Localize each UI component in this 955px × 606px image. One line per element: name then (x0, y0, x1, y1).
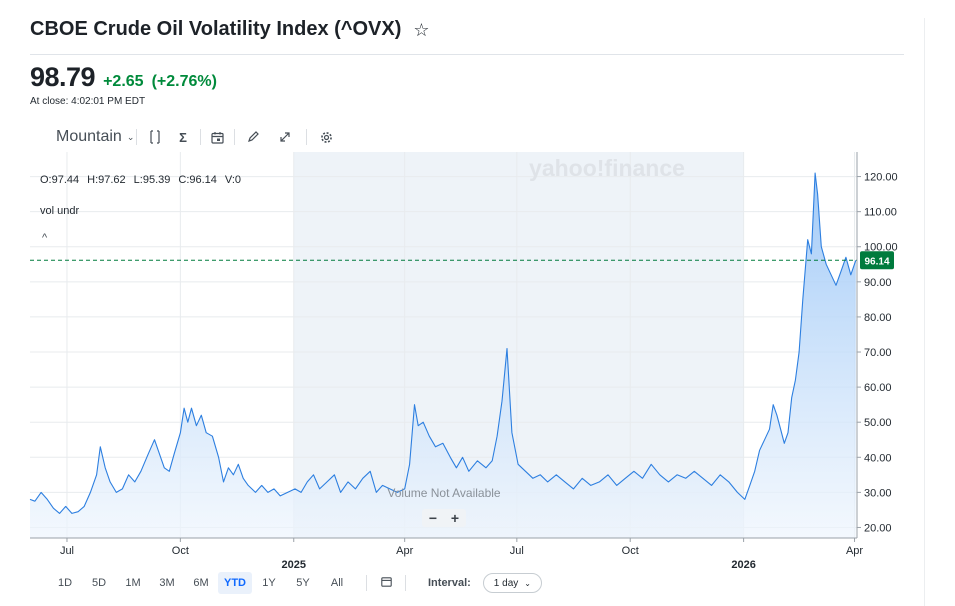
header: CBOE Crude Oil Volatility Index (^OVX) ☆ (30, 18, 430, 41)
zoom-controls: − + (422, 509, 466, 527)
ohlc-close: C:96.14 (178, 174, 217, 186)
y-tick-label: 30.00 (864, 487, 892, 499)
interval-value: 1 day (493, 577, 519, 589)
indicator-label[interactable]: vol undr (40, 205, 80, 217)
range-3m[interactable]: 3M (159, 577, 175, 589)
range-5y[interactable]: 5Y (296, 577, 310, 589)
toolbar-separator (136, 129, 137, 145)
current-price-label: 96.14 (864, 256, 889, 267)
volume-note: Volume Not Available (387, 486, 501, 500)
range-separator (366, 575, 367, 591)
x-tick-label: Apr (846, 545, 863, 557)
x-tick-label: Jul (510, 545, 524, 557)
range-5d[interactable]: 5D (91, 577, 107, 589)
zoom-out-button[interactable]: − (428, 510, 438, 526)
header-divider (30, 54, 904, 55)
range-1m[interactable]: 1M (125, 577, 141, 589)
interval-label: Interval: (428, 577, 471, 589)
range-1y[interactable]: 1Y (262, 577, 276, 589)
range-ytd[interactable]: YTD (218, 572, 252, 594)
toolbar-separator (306, 129, 307, 145)
y-tick-label: 120.00 (864, 172, 898, 184)
x-tick-label: Oct (622, 545, 639, 557)
y-tick-label: 110.00 (864, 207, 897, 219)
x-tick-label: 2025 (282, 559, 306, 571)
watermark-logo: yahoo!finance (529, 155, 685, 181)
chart-toolbar: Mountain ⌄ Σ (0, 128, 955, 146)
series-area (30, 173, 856, 538)
range-all[interactable]: All (330, 577, 344, 589)
ohlc-volume: V:0 (224, 174, 242, 186)
y-tick-label: 70.00 (864, 347, 892, 359)
right-divider (924, 18, 925, 606)
x-tick-label: Jul (60, 545, 74, 557)
price-change-percent: (+2.76%) (151, 73, 217, 90)
price-chart[interactable]: yahoo!finance Volume Not Available 20.00 30… (0, 150, 920, 575)
star-icon[interactable]: ☆ (413, 19, 430, 40)
chevron-down-icon: ⌄ (524, 578, 531, 588)
zoom-in-button[interactable]: + (450, 510, 460, 526)
pencil-icon[interactable] (246, 128, 260, 146)
chart-type-select[interactable]: Mountain ⌄ (56, 128, 134, 146)
quote-summary: 98.79 +2.65 (+2.76%) (30, 62, 217, 93)
x-tick-label: 2026 (731, 559, 755, 571)
current-price-tag (860, 251, 894, 270)
chart-type-label: Mountain (56, 128, 122, 145)
calendar-icon[interactable] (375, 576, 397, 590)
ohlc-low: L:95.39 (133, 174, 171, 186)
range-6m[interactable]: 6M (193, 577, 209, 589)
x-tick-label: Oct (172, 545, 189, 557)
series-line (29, 172, 857, 514)
y-tick-label: 40.00 (864, 452, 892, 464)
toolbar-separator (234, 129, 235, 145)
page-title: CBOE Crude Oil Volatility Index (^OVX) (30, 18, 402, 40)
x-tick-label: Apr (396, 545, 413, 557)
y-tick-label: 90.00 (864, 277, 892, 289)
ohlc-open: O:97.44 (40, 174, 80, 186)
expand-icon[interactable] (278, 128, 292, 146)
y-tick-label: 100.00 (864, 242, 898, 254)
y-tick-label: 60.00 (864, 382, 892, 394)
ohlc-high: H:97.62 (87, 174, 126, 186)
ohlc-readout: O:97.44 H:97.62 L:95.39 C:96.14 V:0 (40, 174, 241, 186)
interval-select[interactable]: 1 day ⌄ (482, 573, 542, 593)
range-selector: 1D 5D 1M 3M 6M YTD 1Y 5Y All Interval: 1… (48, 572, 542, 594)
chevron-down-icon: ⌄ (126, 131, 135, 142)
toolbar-separator (200, 129, 201, 145)
gear-icon[interactable] (319, 128, 333, 146)
calendar-event-icon[interactable] (210, 128, 224, 146)
compare-icon[interactable] (148, 128, 162, 146)
sigma-icon[interactable]: Σ (179, 129, 187, 145)
market-close-note: At close: 4:02:01 PM EDT (30, 96, 146, 107)
y-tick-label: 50.00 (864, 417, 892, 429)
y-tick-label: 20.00 (864, 522, 892, 534)
chevron-up-icon[interactable]: ^ (42, 232, 48, 244)
current-price: 98.79 (30, 62, 96, 92)
range-separator (405, 575, 406, 591)
y-tick-label: 80.00 (864, 312, 892, 324)
range-1d[interactable]: 1D (57, 577, 73, 589)
price-change: +2.65 (103, 73, 144, 90)
